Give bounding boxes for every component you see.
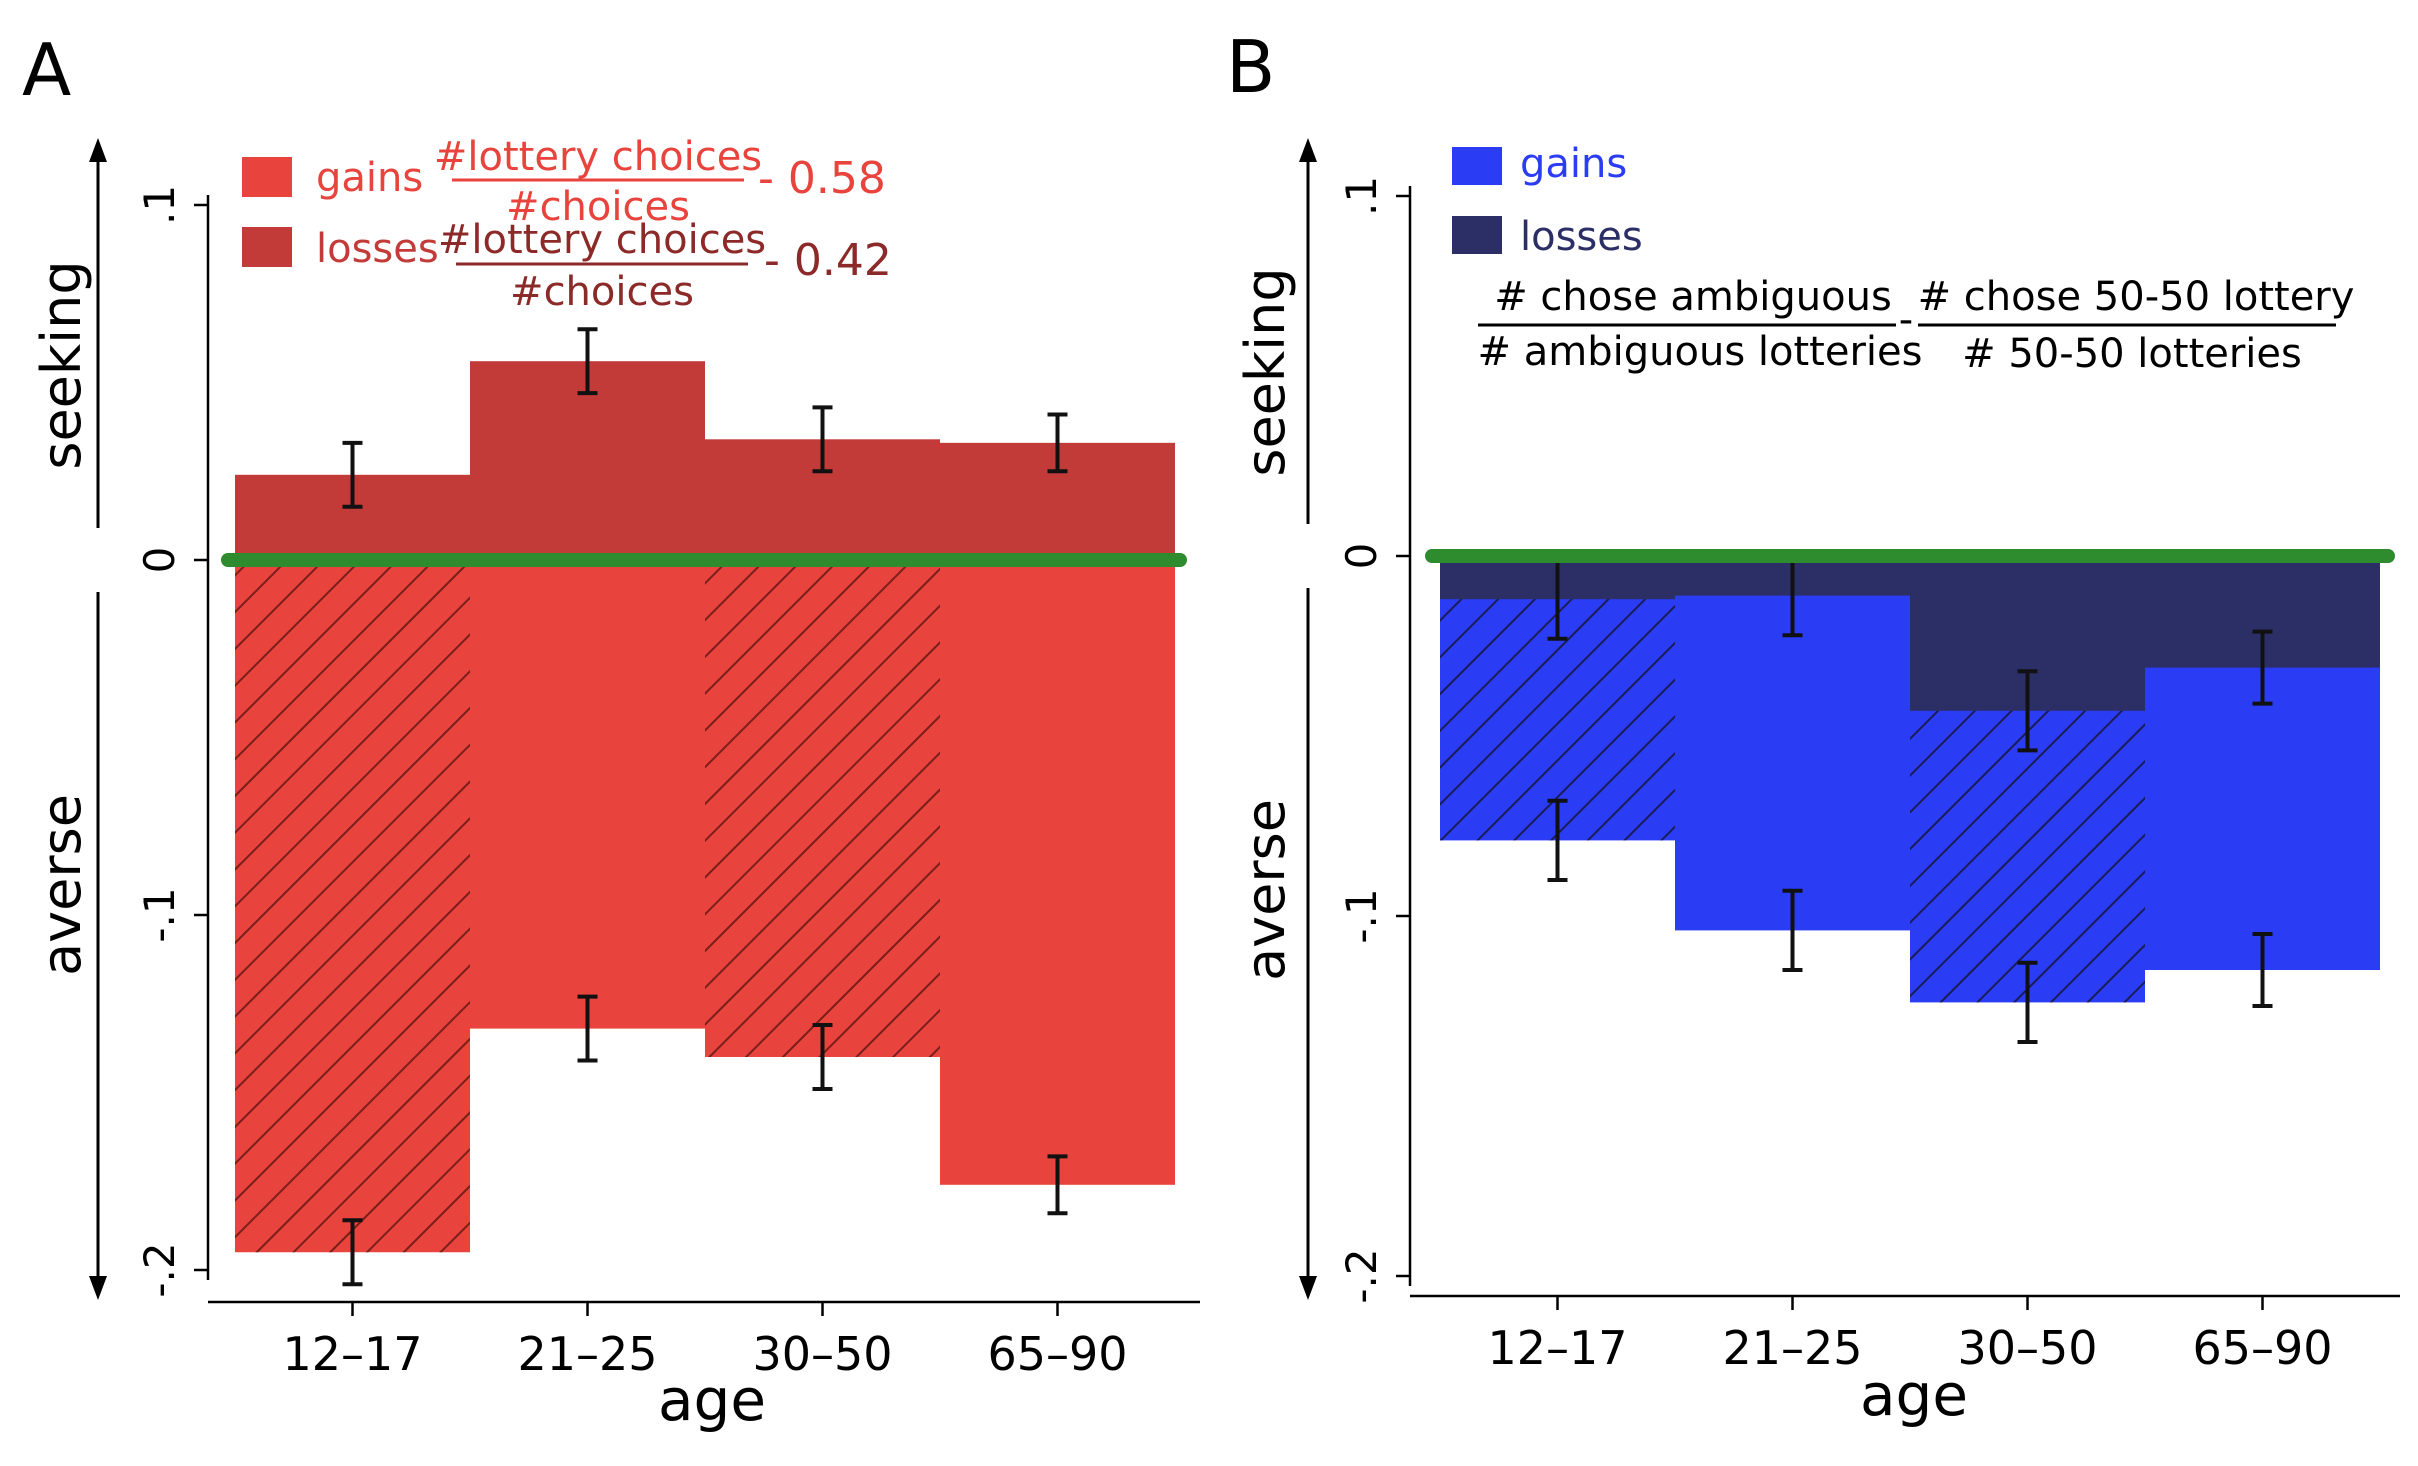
panel-a-bars <box>221 327 1187 1287</box>
panel-b-seeking-label: seeking <box>1234 267 1297 476</box>
panel-a-label: A <box>22 28 71 112</box>
legend-losses-formula-offset: - 0.42 <box>764 235 892 286</box>
x-tick-label-2: 30–50 <box>752 1327 892 1381</box>
x-tick-label-0: 12–17 <box>282 1327 422 1381</box>
panel-b-axes: .1 0 -.1 -.2 12–17 21–25 30–50 65–90 <box>1299 138 2400 1375</box>
legend-losses-formula-denominator: #choices <box>510 269 694 315</box>
y-tick-label-2: -.1 <box>1337 888 1386 943</box>
x-tick-label-3: 65–90 <box>987 1327 1127 1381</box>
bar-hatch-gains-0 <box>235 560 470 1253</box>
panel-a-averse-label: averse <box>30 794 93 976</box>
legend-gains-formula-offset: - 0.58 <box>758 153 886 204</box>
arrow-up-icon <box>1299 138 1317 162</box>
formula-operator: - <box>1899 297 1913 343</box>
formula-left-numerator: # chose ambiguous <box>1494 274 1892 320</box>
y-tick-label-3: -.2 <box>135 1242 184 1297</box>
legend-losses-formula-numerator: #lottery choices <box>438 217 766 263</box>
panel-a: A .1 0 -.1 -.2 12–17 21–25 30–50 65–90 age seek… <box>22 28 1200 1434</box>
panel-a-seeking-label: seeking <box>30 260 93 469</box>
legend-gains-formula-numerator: #lottery choices <box>434 134 762 180</box>
bar-gains-3 <box>940 560 1175 1185</box>
panel-b-label: B <box>1226 25 1275 109</box>
legend-losses-swatch <box>242 227 292 267</box>
formula-left-denominator: # ambiguous lotteries <box>1478 329 1923 375</box>
y-tick-label-1: 0 <box>1337 543 1386 570</box>
panel-b-legend: gains losses # chose ambiguous # ambiguo… <box>1452 141 2354 377</box>
legend-gains-formula-denominator: #choices <box>506 184 690 230</box>
bar-gains-1 <box>470 560 705 1029</box>
x-tick-label-2: 30–50 <box>1957 1321 2097 1375</box>
panel-b: B .1 0 -.1 -.2 12–17 21–25 30–50 65–90 age seek… <box>1226 25 2400 1429</box>
legend-b-losses-label: losses <box>1520 214 1643 260</box>
formula-right-denominator: # 50-50 lotteries <box>1962 331 2302 377</box>
panel-a-xlabel: age <box>658 1366 766 1434</box>
x-tick-label-1: 21–25 <box>517 1327 657 1381</box>
legend-b-gains-swatch <box>1452 147 1502 185</box>
y-tick-label-2: -.1 <box>135 887 184 942</box>
formula-right-numerator: # chose 50-50 lottery <box>1918 274 2355 320</box>
x-tick-label-1: 21–25 <box>1722 1321 1862 1375</box>
panel-b-xlabel: age <box>1860 1361 1968 1429</box>
arrow-down-icon <box>89 1276 107 1300</box>
legend-gains-swatch <box>242 157 292 197</box>
panel-a-legend: gains #lottery choices #choices - 0.58 l… <box>242 134 892 315</box>
arrow-down-icon <box>1299 1276 1317 1300</box>
x-tick-label-3: 65–90 <box>2192 1321 2332 1375</box>
bar-hatch-gains-2 <box>705 560 940 1057</box>
y-tick-label-1: 0 <box>135 547 184 574</box>
legend-b-gains-label: gains <box>1520 141 1627 187</box>
legend-b-losses-swatch <box>1452 216 1502 254</box>
legend-losses-label: losses <box>316 226 439 272</box>
y-tick-label-3: -.2 <box>1337 1248 1386 1303</box>
y-tick-label-0: .1 <box>1337 176 1386 216</box>
x-tick-label-0: 12–17 <box>1487 1321 1627 1375</box>
panel-b-averse-label: averse <box>1234 799 1297 981</box>
y-tick-label-0: .1 <box>135 185 184 225</box>
legend-gains-label: gains <box>316 155 423 201</box>
panel-a-axes: .1 0 -.1 -.2 12–17 21–25 30–50 65–90 <box>89 138 1200 1381</box>
arrow-up-icon <box>89 138 107 162</box>
panel-b-bars <box>1425 549 2395 1044</box>
